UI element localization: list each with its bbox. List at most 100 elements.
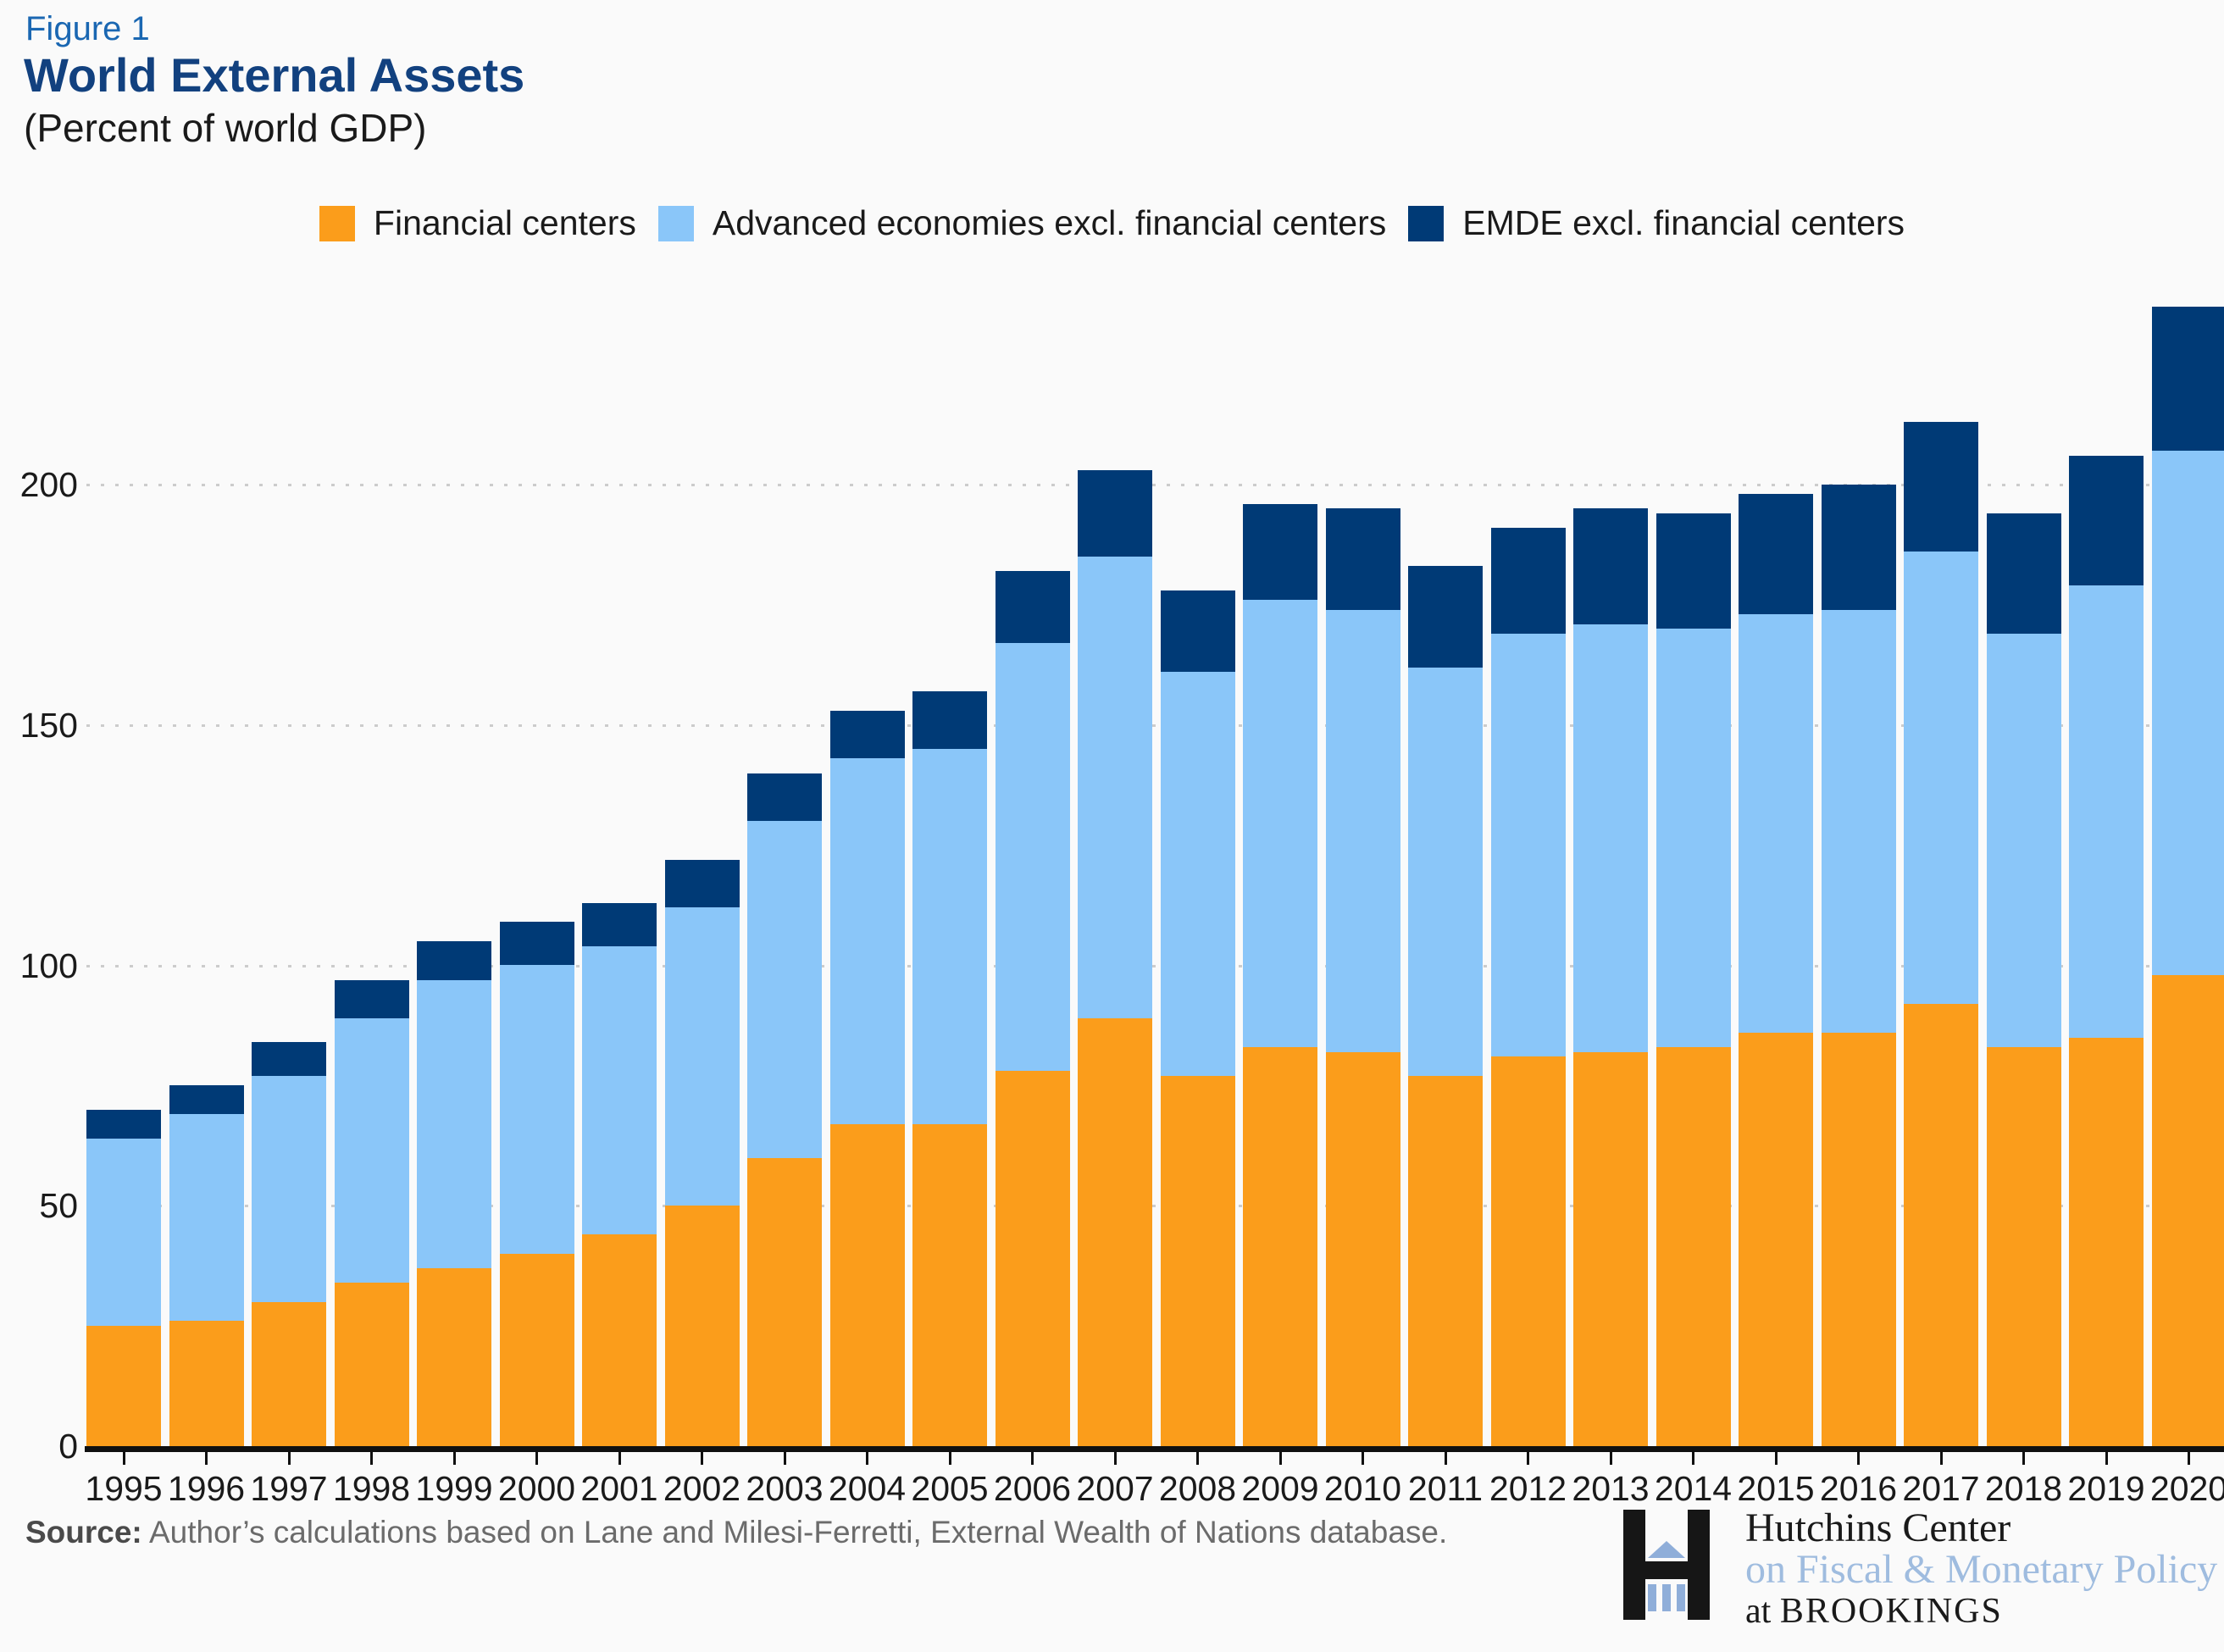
- legend-item: EMDE excl. financial centers: [1408, 203, 1905, 243]
- segment-2003-emde-excl-financial-centers: [747, 773, 822, 822]
- segment-2015-financial-centers: [1739, 1032, 1813, 1446]
- bar-2006: [995, 571, 1070, 1446]
- segment-2007-emde-excl-financial-centers: [1078, 469, 1152, 557]
- chart-subtitle: (Percent of world GDP): [24, 106, 427, 150]
- segment-2019-financial-centers: [2069, 1037, 2144, 1446]
- segment-2017-advanced-economies-excl-financial-centers: [1904, 552, 1978, 1004]
- segment-1996-financial-centers: [169, 1321, 244, 1446]
- segment-2019-emde-excl-financial-centers: [2069, 455, 2144, 586]
- x-tick-2002: [701, 1452, 703, 1465]
- segment-2000-emde-excl-financial-centers: [499, 922, 574, 966]
- legend-label: Advanced economies excl. financial cente…: [712, 203, 1387, 242]
- x-tick-label-2010: 2010: [1323, 1469, 1402, 1508]
- segment-2005-advanced-economies-excl-financial-centers: [912, 749, 987, 1124]
- x-tick-2006: [1031, 1452, 1034, 1465]
- bar-2004: [829, 710, 905, 1446]
- segment-2010-financial-centers: [1325, 1051, 1400, 1446]
- segment-2006-emde-excl-financial-centers: [995, 571, 1070, 644]
- bar-2013: [1573, 508, 1648, 1446]
- bar-2007: [1078, 469, 1152, 1446]
- source-text: Author’s calculations based on Lane and …: [141, 1515, 1448, 1549]
- x-tick-2018: [2022, 1452, 2025, 1465]
- legend-label: EMDE excl. financial centers: [1462, 203, 1905, 242]
- bar-2001: [582, 902, 657, 1446]
- x-tick-label-2016: 2016: [1819, 1469, 1898, 1508]
- x-tick-label-2015: 2015: [1737, 1469, 1815, 1508]
- bar-1998: [334, 979, 409, 1446]
- x-tick-label-2019: 2019: [2067, 1469, 2145, 1508]
- x-tick-label-2005: 2005: [911, 1469, 989, 1508]
- gridline-200: [86, 484, 2220, 486]
- segment-2003-advanced-economies-excl-financial-centers: [747, 821, 822, 1158]
- legend-label: Financial centers: [373, 203, 636, 242]
- segment-2017-financial-centers: [1904, 1003, 1978, 1446]
- segment-2018-financial-centers: [1986, 1046, 2061, 1446]
- legend-swatch-icon: [657, 205, 694, 241]
- segment-2013-financial-centers: [1573, 1051, 1648, 1446]
- segment-2012-financial-centers: [1490, 1056, 1566, 1446]
- x-tick-label-2017: 2017: [1902, 1469, 1980, 1508]
- segment-2001-emde-excl-financial-centers: [582, 902, 657, 946]
- bar-1997: [252, 1042, 326, 1446]
- segment-2004-financial-centers: [829, 1123, 905, 1446]
- x-tick-2015: [1774, 1452, 1778, 1465]
- x-tick-label-1995: 1995: [85, 1469, 163, 1508]
- gridline-50: [86, 1205, 2220, 1208]
- page-title: World External Assets: [24, 48, 525, 102]
- segment-1996-emde-excl-financial-centers: [169, 1085, 244, 1115]
- x-tick-label-1996: 1996: [167, 1469, 246, 1508]
- x-tick-2001: [618, 1452, 621, 1465]
- bar-1995: [86, 1109, 161, 1446]
- logo-text: Hutchins Center on Fiscal & Monetary Pol…: [1745, 1508, 2218, 1631]
- segment-1995-financial-centers: [86, 1326, 161, 1446]
- segment-2014-emde-excl-financial-centers: [1656, 513, 1731, 629]
- segment-2011-emde-excl-financial-centers: [1408, 566, 1483, 668]
- segment-2015-emde-excl-financial-centers: [1739, 494, 1813, 615]
- x-tick-label-2003: 2003: [746, 1469, 824, 1508]
- segment-1998-advanced-economies-excl-financial-centers: [334, 1017, 409, 1283]
- source-label: Source:: [25, 1515, 142, 1549]
- segment-2013-advanced-economies-excl-financial-centers: [1573, 624, 1648, 1052]
- legend: Financial centers Advanced economies excl…: [0, 203, 2224, 243]
- segment-2010-emde-excl-financial-centers: [1325, 508, 1400, 610]
- x-tick-2007: [1113, 1452, 1117, 1465]
- segment-2009-financial-centers: [1243, 1046, 1317, 1446]
- logo-line2: on Fiscal & Monetary Policy: [1745, 1547, 2218, 1592]
- x-tick-2017: [1939, 1452, 1943, 1465]
- segment-2015-advanced-economies-excl-financial-centers: [1739, 614, 1813, 1033]
- bar-2009: [1243, 503, 1317, 1446]
- segment-2018-advanced-economies-excl-financial-centers: [1986, 633, 2061, 1047]
- logo-line3: at BROOKINGS: [1745, 1592, 2003, 1631]
- segment-2018-emde-excl-financial-centers: [1986, 513, 2061, 634]
- y-tick-label-150: 150: [19, 705, 78, 745]
- x-tick-1999: [452, 1452, 456, 1465]
- segment-2005-emde-excl-financial-centers: [912, 691, 987, 750]
- segment-1998-emde-excl-financial-centers: [334, 979, 409, 1018]
- segment-2020-financial-centers: [2151, 974, 2224, 1446]
- x-tick-2008: [1196, 1452, 1199, 1465]
- segment-1999-financial-centers: [417, 1268, 491, 1446]
- segment-2012-advanced-economies-excl-financial-centers: [1490, 633, 1566, 1057]
- segment-2016-advanced-economies-excl-financial-centers: [1821, 609, 1896, 1033]
- x-tick-label-2012: 2012: [1489, 1469, 1567, 1508]
- segment-2001-financial-centers: [582, 1234, 657, 1446]
- x-tick-1998: [370, 1452, 373, 1465]
- segment-2011-financial-centers: [1408, 1076, 1483, 1446]
- segment-2017-emde-excl-financial-centers: [1904, 422, 1978, 552]
- segment-1995-emde-excl-financial-centers: [86, 1109, 161, 1139]
- segment-2020-emde-excl-financial-centers: [2151, 307, 2224, 452]
- y-tick-label-200: 200: [19, 465, 78, 504]
- segment-2007-advanced-economies-excl-financial-centers: [1078, 557, 1152, 1018]
- segment-1997-financial-centers: [252, 1301, 326, 1446]
- x-tick-label-2000: 2000: [497, 1469, 576, 1508]
- bar-2012: [1490, 528, 1566, 1446]
- bar-2000: [499, 922, 574, 1446]
- x-axis-line: [85, 1446, 2224, 1452]
- segment-2008-financial-centers: [1160, 1076, 1235, 1446]
- x-tick-label-2006: 2006: [993, 1469, 1072, 1508]
- gridline-150: [86, 723, 2220, 727]
- x-tick-1997: [287, 1452, 291, 1465]
- x-tick-2000: [535, 1452, 538, 1465]
- x-tick-2003: [783, 1452, 786, 1465]
